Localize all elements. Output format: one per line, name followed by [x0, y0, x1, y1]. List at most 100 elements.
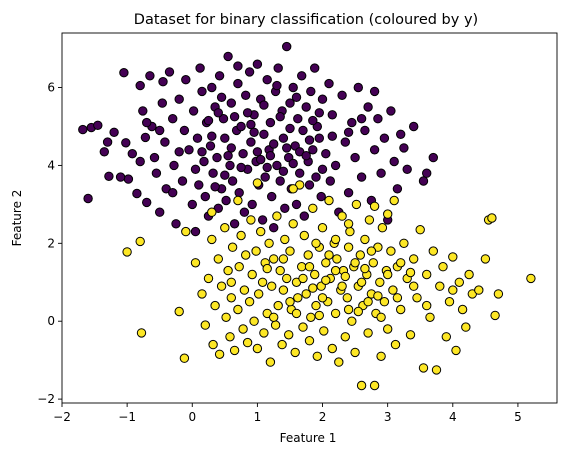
data-point [449, 253, 457, 261]
data-point [432, 366, 440, 374]
data-point [364, 329, 372, 337]
data-point [136, 237, 144, 245]
data-point [397, 130, 405, 138]
data-point [227, 294, 235, 302]
data-point [266, 358, 274, 366]
data-point [313, 352, 321, 360]
data-point [253, 148, 261, 156]
data-point [289, 159, 297, 167]
data-point [279, 167, 287, 175]
data-point [361, 126, 369, 134]
data-point [390, 157, 398, 165]
y-axis-label: Feature 2 [10, 190, 24, 247]
data-point [351, 153, 359, 161]
data-point [103, 138, 111, 146]
data-point [172, 220, 180, 228]
data-point [204, 116, 212, 124]
data-point [384, 325, 392, 333]
data-point [161, 138, 169, 146]
data-point [343, 294, 351, 302]
data-point [224, 152, 232, 160]
data-point [170, 161, 178, 169]
data-point [79, 125, 87, 133]
data-point [309, 204, 317, 212]
data-point [285, 331, 293, 339]
data-point [221, 134, 229, 142]
data-point [300, 231, 308, 239]
data-point [248, 270, 256, 278]
data-point [426, 313, 434, 321]
data-point [156, 208, 164, 216]
data-point [152, 169, 160, 177]
data-point [348, 118, 356, 126]
data-point [215, 72, 223, 80]
data-point [169, 115, 177, 123]
data-point [286, 247, 294, 255]
data-point [242, 91, 250, 99]
data-point [237, 231, 245, 239]
data-point [370, 202, 378, 210]
data-point [357, 278, 365, 286]
data-point [279, 286, 287, 294]
data-point [406, 268, 414, 276]
data-point [354, 307, 362, 315]
data-point [137, 329, 145, 337]
data-point [188, 200, 196, 208]
data-point [227, 144, 235, 152]
data-point [214, 109, 222, 117]
data-point [222, 196, 230, 204]
data-point [253, 179, 261, 187]
data-point [213, 153, 221, 161]
data-point [169, 189, 177, 197]
data-point [265, 239, 273, 247]
data-point [196, 64, 204, 72]
data-point [292, 93, 300, 101]
data-point [239, 325, 247, 333]
data-point [258, 216, 266, 224]
data-point [273, 212, 281, 220]
data-point [364, 298, 372, 306]
data-point [389, 286, 397, 294]
data-point [193, 134, 201, 142]
data-point [322, 259, 330, 267]
data-point [410, 282, 418, 290]
data-point [248, 200, 256, 208]
data-point [302, 103, 310, 111]
data-point [309, 146, 317, 154]
data-point [364, 103, 372, 111]
data-point [344, 220, 352, 228]
data-point [240, 286, 248, 294]
data-point [235, 263, 243, 271]
data-point [367, 247, 375, 255]
data-point [227, 278, 235, 286]
data-point [260, 130, 268, 138]
data-point [247, 216, 255, 224]
data-point [222, 313, 230, 321]
data-point [182, 227, 190, 235]
data-point [344, 128, 352, 136]
data-point [253, 60, 261, 68]
data-point [122, 139, 130, 147]
data-point [341, 138, 349, 146]
data-point [182, 76, 190, 84]
data-point [243, 109, 251, 117]
data-point [429, 247, 437, 255]
data-point [156, 126, 164, 134]
data-point [224, 52, 232, 60]
data-point [209, 169, 217, 177]
data-point [286, 124, 294, 132]
data-point [491, 311, 499, 319]
data-point [312, 173, 320, 181]
data-point [200, 157, 208, 165]
data-point [378, 224, 386, 232]
data-point [322, 150, 330, 158]
data-point [230, 220, 238, 228]
data-point [250, 128, 258, 136]
data-point [299, 126, 307, 134]
data-point [325, 196, 333, 204]
data-point [442, 333, 450, 341]
data-point [338, 91, 346, 99]
data-point [387, 247, 395, 255]
data-point [458, 305, 466, 313]
